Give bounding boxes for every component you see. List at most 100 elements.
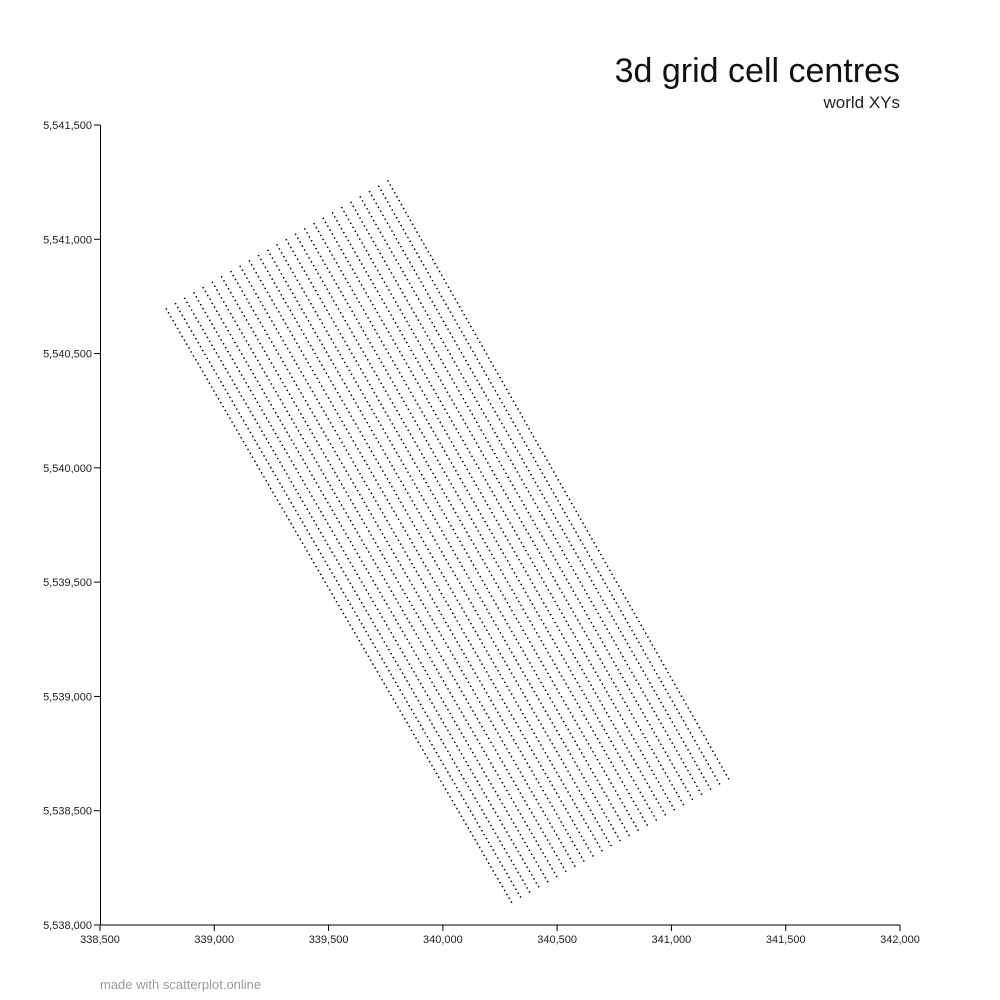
data-point bbox=[617, 689, 620, 692]
data-point bbox=[225, 304, 227, 307]
data-point bbox=[311, 453, 313, 456]
data-point bbox=[397, 283, 400, 286]
data-point bbox=[464, 464, 466, 467]
data-point bbox=[287, 263, 290, 266]
data-point bbox=[300, 412, 302, 415]
data-point bbox=[282, 276, 285, 279]
data-point bbox=[440, 592, 443, 595]
data-point bbox=[512, 400, 515, 403]
data-point bbox=[487, 799, 490, 802]
data-point bbox=[434, 455, 437, 458]
data-point bbox=[431, 577, 434, 579]
data-point bbox=[277, 352, 280, 355]
data-point bbox=[293, 380, 296, 383]
data-point bbox=[434, 539, 436, 541]
data-point bbox=[487, 862, 490, 864]
data-point bbox=[356, 552, 359, 555]
data-point bbox=[521, 775, 524, 778]
data-point bbox=[461, 607, 463, 609]
data-point bbox=[245, 402, 247, 405]
data-point bbox=[513, 655, 515, 658]
data-point bbox=[454, 490, 457, 493]
data-point bbox=[496, 877, 499, 880]
data-point bbox=[312, 306, 315, 309]
data-point bbox=[369, 617, 372, 620]
data-point bbox=[356, 234, 359, 236]
data-point bbox=[642, 732, 644, 735]
data-point bbox=[365, 568, 368, 570]
data-point bbox=[295, 384, 298, 386]
data-point bbox=[490, 678, 493, 681]
data-point bbox=[308, 512, 311, 514]
data-point bbox=[488, 695, 490, 698]
data-point bbox=[408, 642, 411, 645]
data-point bbox=[290, 501, 293, 504]
data-point bbox=[261, 325, 264, 328]
data-point bbox=[649, 661, 651, 663]
data-point bbox=[529, 662, 531, 664]
data-point bbox=[218, 314, 220, 316]
data-point bbox=[356, 510, 359, 513]
data-point bbox=[464, 485, 466, 488]
data-point bbox=[525, 507, 528, 510]
data-point bbox=[653, 731, 656, 734]
data-point bbox=[556, 709, 558, 711]
data-point bbox=[257, 317, 259, 320]
data-point bbox=[468, 514, 471, 517]
data-point bbox=[574, 573, 577, 575]
data-point bbox=[317, 251, 320, 254]
data-point bbox=[364, 355, 367, 357]
data-point bbox=[313, 561, 315, 564]
data-point bbox=[476, 780, 479, 783]
data-point bbox=[698, 747, 701, 750]
data-point bbox=[292, 464, 295, 466]
data-point bbox=[272, 449, 275, 452]
data-point bbox=[320, 531, 322, 534]
data-point bbox=[325, 351, 328, 353]
data-point bbox=[547, 651, 549, 654]
data-point bbox=[518, 475, 521, 477]
data-point bbox=[621, 676, 624, 679]
data-point bbox=[597, 549, 600, 552]
data-point bbox=[515, 763, 517, 766]
data-point bbox=[389, 184, 392, 186]
data-point bbox=[512, 780, 515, 783]
data-point bbox=[562, 720, 565, 723]
data-point bbox=[357, 427, 359, 429]
data-point bbox=[460, 690, 463, 693]
data-point bbox=[527, 490, 530, 493]
data-point bbox=[451, 654, 454, 656]
data-point bbox=[246, 277, 248, 279]
data-point bbox=[682, 803, 685, 806]
data-point bbox=[667, 671, 669, 674]
data-point bbox=[318, 423, 321, 426]
data-point bbox=[307, 340, 310, 343]
data-point bbox=[490, 595, 493, 598]
data-point bbox=[306, 508, 309, 511]
data-point bbox=[595, 608, 597, 611]
data-point bbox=[564, 490, 566, 493]
data-point bbox=[383, 641, 386, 643]
data-point bbox=[488, 549, 491, 552]
data-point bbox=[340, 546, 343, 548]
data-point bbox=[573, 823, 576, 826]
data-point bbox=[385, 686, 388, 689]
data-point bbox=[450, 524, 452, 527]
data-point bbox=[274, 432, 277, 435]
data-point bbox=[474, 651, 477, 654]
data-point bbox=[486, 587, 488, 590]
data-point bbox=[431, 764, 433, 767]
data-point bbox=[360, 602, 363, 604]
data-point bbox=[512, 842, 515, 845]
data-point bbox=[266, 291, 269, 294]
data-point bbox=[483, 391, 485, 393]
data-point bbox=[553, 788, 556, 791]
data-point bbox=[400, 396, 403, 399]
data-point bbox=[607, 840, 610, 843]
data-point bbox=[332, 404, 334, 407]
data-point bbox=[646, 782, 649, 785]
data-point bbox=[508, 647, 511, 650]
data-point bbox=[409, 475, 412, 477]
data-point bbox=[539, 848, 542, 850]
data-point bbox=[429, 635, 431, 638]
